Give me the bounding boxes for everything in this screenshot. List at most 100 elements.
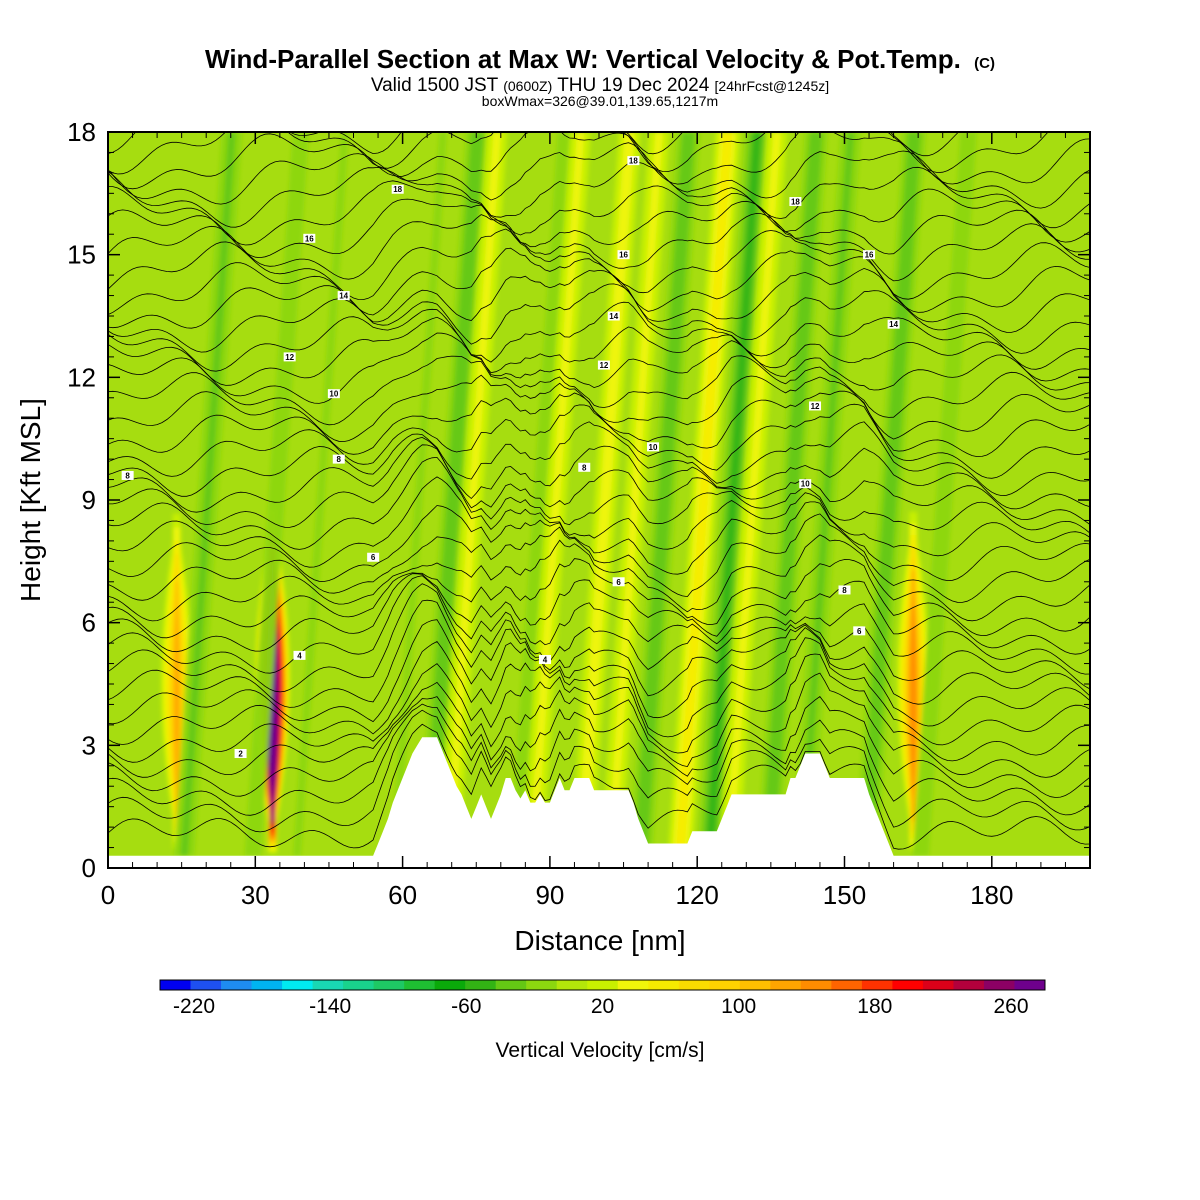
- colorbar-swatch: [678, 980, 710, 990]
- w-band: [423, 132, 484, 856]
- theta-label-bg: [332, 454, 345, 464]
- theta-label-text: 14: [339, 292, 348, 301]
- colorbar-tick-label: 20: [591, 995, 614, 1018]
- theta-label-text: 6: [857, 627, 862, 636]
- theta-contour: [108, 132, 960, 157]
- w-plume-20: [912, 132, 977, 856]
- colorbar-swatch: [739, 980, 771, 990]
- colorbar-swatch: [648, 980, 680, 990]
- chart-title: Wind-Parallel Section at Max W: Vertical…: [205, 44, 995, 74]
- theta-label: 16: [863, 250, 876, 260]
- theta-contour: [108, 558, 1090, 639]
- y-tick-label: 0: [82, 853, 96, 883]
- theta-contour: [108, 723, 1090, 850]
- theta-contour: [108, 355, 1090, 426]
- w-band: [912, 132, 977, 856]
- theta-label-bg: [799, 479, 812, 489]
- x-axis: 0 30 60 90 120 150 180: [101, 132, 1091, 910]
- subtitle-utc: (0600Z): [503, 78, 552, 94]
- theta-label-bg: [538, 654, 551, 664]
- w-plume-3: [244, 132, 309, 856]
- theta-label-bg: [809, 401, 822, 411]
- x-tick-label: 0: [101, 880, 115, 910]
- theta-label: 14: [607, 311, 620, 321]
- theta-contour: [108, 599, 1090, 708]
- subtitle-date: THU 19 Dec 2024: [557, 75, 710, 96]
- colorbar-swatch: [1014, 980, 1046, 990]
- theta-label-bg: [391, 184, 404, 194]
- theta-label: 10: [799, 479, 812, 489]
- theta-label: 10: [647, 442, 660, 452]
- w-band: [607, 132, 664, 856]
- colorbar-swatch: [160, 980, 191, 990]
- y-tick-label: 12: [67, 362, 96, 392]
- theta-contour: [108, 161, 1090, 229]
- colorbar-swatch: [434, 980, 466, 990]
- theta-label: 16: [617, 250, 630, 260]
- y-tick-label: 3: [82, 730, 96, 760]
- theta-label: 12: [597, 360, 610, 370]
- colorbar-tick-label: -220: [173, 995, 215, 1018]
- w-plume-6: [418, 132, 490, 856]
- colorbar-swatch: [404, 980, 436, 990]
- theta-contour: [108, 575, 1090, 675]
- colorbar-swatch: [800, 980, 832, 990]
- w-plume-14: [697, 132, 770, 856]
- chart-title-main: Wind-Parallel Section at Max W: Vertical…: [205, 44, 961, 74]
- subtitle-fcst: [24hrFcst@1245z]: [715, 78, 830, 94]
- colorbar-swatch: [861, 980, 893, 990]
- theta-label: 14: [887, 319, 900, 329]
- w-band: [173, 581, 180, 815]
- theta-contour: [108, 703, 1090, 816]
- w-plume-4: [293, 132, 349, 856]
- w-plume-11: [601, 132, 670, 856]
- colorbar-tick-label: -140: [309, 995, 351, 1018]
- colorbar-swatch: [922, 980, 954, 990]
- w-plume-10: [570, 132, 641, 856]
- x-tick-label: 90: [535, 880, 564, 910]
- colorbar-ticks: -220 -140 -60 20 100 180 260: [173, 995, 1029, 1018]
- theta-contour: [108, 534, 1090, 622]
- pot-temp-contours: [108, 132, 1090, 850]
- w-band: [445, 132, 501, 856]
- theta-label-bg: [597, 360, 610, 370]
- theta-contour: [108, 374, 1090, 443]
- theta-label-text: 8: [125, 471, 130, 480]
- theta-label-bg: [327, 389, 340, 399]
- theta-label: 8: [332, 454, 345, 464]
- theta-label-bg: [647, 442, 660, 452]
- theta-label-text: 12: [811, 402, 820, 411]
- theta-contour: [108, 180, 1090, 246]
- colorbar-swatch: [831, 980, 863, 990]
- y-tick-label: 15: [67, 240, 96, 270]
- chart-subtitle: Valid 1500 JST (0600Z) THU 19 Dec 2024 […: [371, 75, 829, 96]
- theta-label: 2: [234, 749, 247, 759]
- theta-label-bg: [838, 585, 851, 595]
- w-band: [528, 132, 585, 856]
- theta-label-text: 16: [619, 251, 628, 260]
- theta-label-bg: [303, 233, 316, 243]
- theta-contour: [108, 513, 1090, 603]
- colorbar-swatch: [312, 980, 344, 990]
- theta-label-bg: [578, 462, 591, 472]
- theta-label-text: 14: [609, 312, 618, 321]
- theta-label: 6: [612, 577, 625, 587]
- colorbar-swatch: [465, 980, 497, 990]
- w-plume-8: [509, 132, 574, 856]
- theta-label: 4: [538, 654, 551, 664]
- theta-contour: [108, 316, 1090, 386]
- theta-label-bg: [617, 250, 630, 260]
- theta-label: 8: [121, 470, 134, 480]
- theta-label-bg: [887, 319, 900, 329]
- theta-contour: [108, 132, 1049, 175]
- theta-contour: [108, 213, 1090, 282]
- theta-contour: [108, 403, 1090, 479]
- theta-contour: [108, 332, 1090, 404]
- colorbar-swatch: [953, 980, 985, 990]
- theta-label-text: 4: [297, 651, 302, 660]
- colorbar-swatch: [770, 980, 802, 990]
- theta-contour: [108, 583, 1090, 693]
- theta-label-text: 8: [582, 463, 587, 472]
- theta-label: 8: [838, 585, 851, 595]
- w-plume-1: [173, 132, 243, 856]
